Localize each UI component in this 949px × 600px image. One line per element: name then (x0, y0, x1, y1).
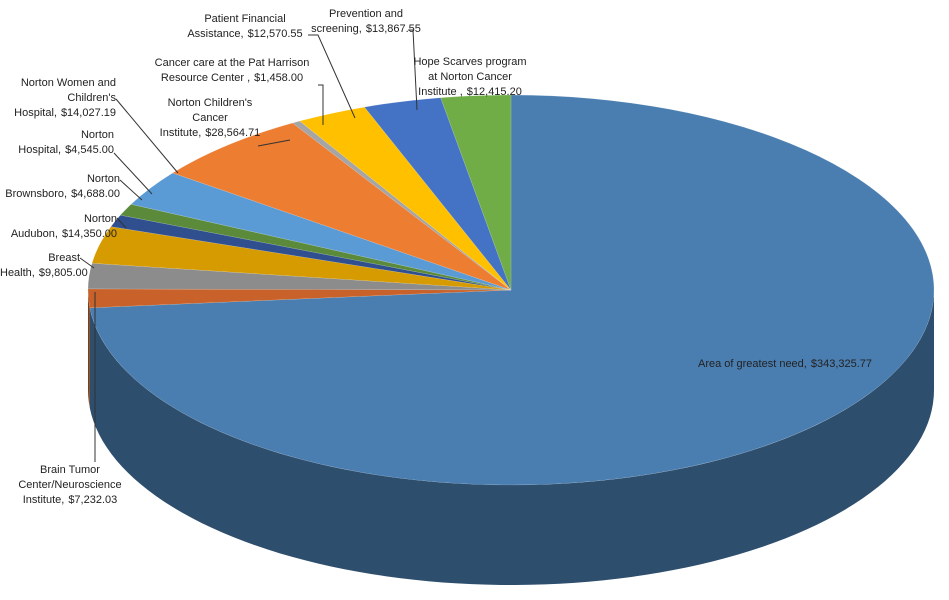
data-label: Breast Health, $9,805.00 (0, 251, 88, 281)
value-label: $14,027.19 (60, 107, 116, 119)
value-label: $4,688.00 (71, 188, 120, 200)
data-label: Norton Brownsboro, $4,688.00 (0, 172, 120, 202)
value-label: $7,232.03 (68, 494, 118, 506)
category-label: Breast Health, (0, 252, 80, 279)
slice (87, 262, 512, 291)
value-label: $13,867.55 (365, 23, 421, 35)
leader-line (408, 29, 418, 111)
value-label: $4,545.00 (65, 144, 114, 156)
data-label: Patient Financial Assistance, $12,570.55 (170, 12, 320, 42)
category-label: Brain Tumor Center/Neuroscience Institut… (18, 464, 122, 506)
category-label: Norton Children's Cancer Institute, (159, 97, 253, 139)
value-label: $12,415.20 (466, 86, 522, 98)
data-label: Norton Women and Children's Hospital, $14… (0, 76, 116, 121)
data-label: Prevention and screening, $13,867.55 (286, 7, 446, 37)
value-label: $12,570.55 (247, 28, 303, 40)
category-label: Cancer care at the Pat Harrison Resource… (154, 57, 310, 84)
slice (364, 97, 512, 291)
leader-line (318, 84, 324, 125)
value-label: $9,805.00 (38, 267, 88, 279)
leader-lines (79, 29, 418, 462)
category-label: Norton Brownsboro, (5, 173, 120, 200)
data-label: Norton Hospital, $4,545.00 (0, 128, 114, 158)
data-label: Norton Children's Cancer Institute, $28,5… (150, 96, 270, 141)
leader-line (119, 179, 143, 201)
value-label: $343,325.77 (810, 358, 873, 370)
value-label: $28,564.71 (205, 127, 261, 139)
slice (110, 214, 512, 291)
data-label: Cancer care at the Pat Harrison Resource… (137, 56, 327, 86)
category-label: Prevention and screening, (311, 8, 403, 35)
slice (87, 288, 512, 309)
value-label: $1,458.00 (254, 72, 304, 84)
data-label: Area of greatest need, $343,325.77 (698, 357, 938, 372)
slice (119, 204, 512, 291)
category-label: Area of greatest need, (698, 358, 807, 370)
category-label: Patient Financial Assistance, (187, 13, 286, 40)
slice (292, 120, 512, 291)
leader-line (79, 257, 95, 269)
category-label: Hope Scarves program at Norton Cancer In… (413, 56, 527, 98)
leader-line (116, 217, 127, 229)
value-label: $14,350.00 (61, 228, 117, 240)
slice (130, 172, 512, 291)
leader-line (113, 152, 153, 195)
category-label: Norton Women and Children's Hospital, (14, 77, 116, 119)
leader-line (308, 34, 356, 119)
slice (440, 94, 512, 291)
pie-tops (87, 94, 935, 486)
slice (89, 94, 935, 486)
data-label: Hope Scarves program at Norton Cancer In… (410, 55, 530, 100)
slice-side (88, 290, 90, 408)
slice (299, 106, 512, 291)
category-label: Norton Hospital, (18, 129, 114, 156)
category-label: Norton Audubon, (10, 213, 117, 240)
leader-line (115, 98, 179, 174)
leader-line (257, 139, 291, 147)
pie-sides (88, 290, 935, 585)
data-label: Norton Audubon, $14,350.00 (0, 212, 117, 242)
data-label: Brain Tumor Center/Neuroscience Institut… (0, 463, 140, 508)
slice-side (89, 290, 935, 585)
slice (91, 226, 512, 291)
